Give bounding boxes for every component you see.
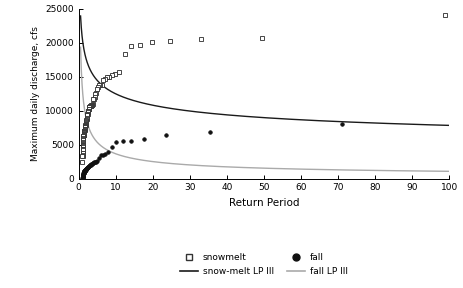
Y-axis label: Maximum daily discharge, cfs: Maximum daily discharge, cfs [31, 26, 39, 161]
X-axis label: Return Period: Return Period [229, 198, 299, 208]
Legend: snowmelt, snow-melt LP III, fall, fall LP III: snowmelt, snow-melt LP III, fall, fall L… [176, 250, 351, 279]
